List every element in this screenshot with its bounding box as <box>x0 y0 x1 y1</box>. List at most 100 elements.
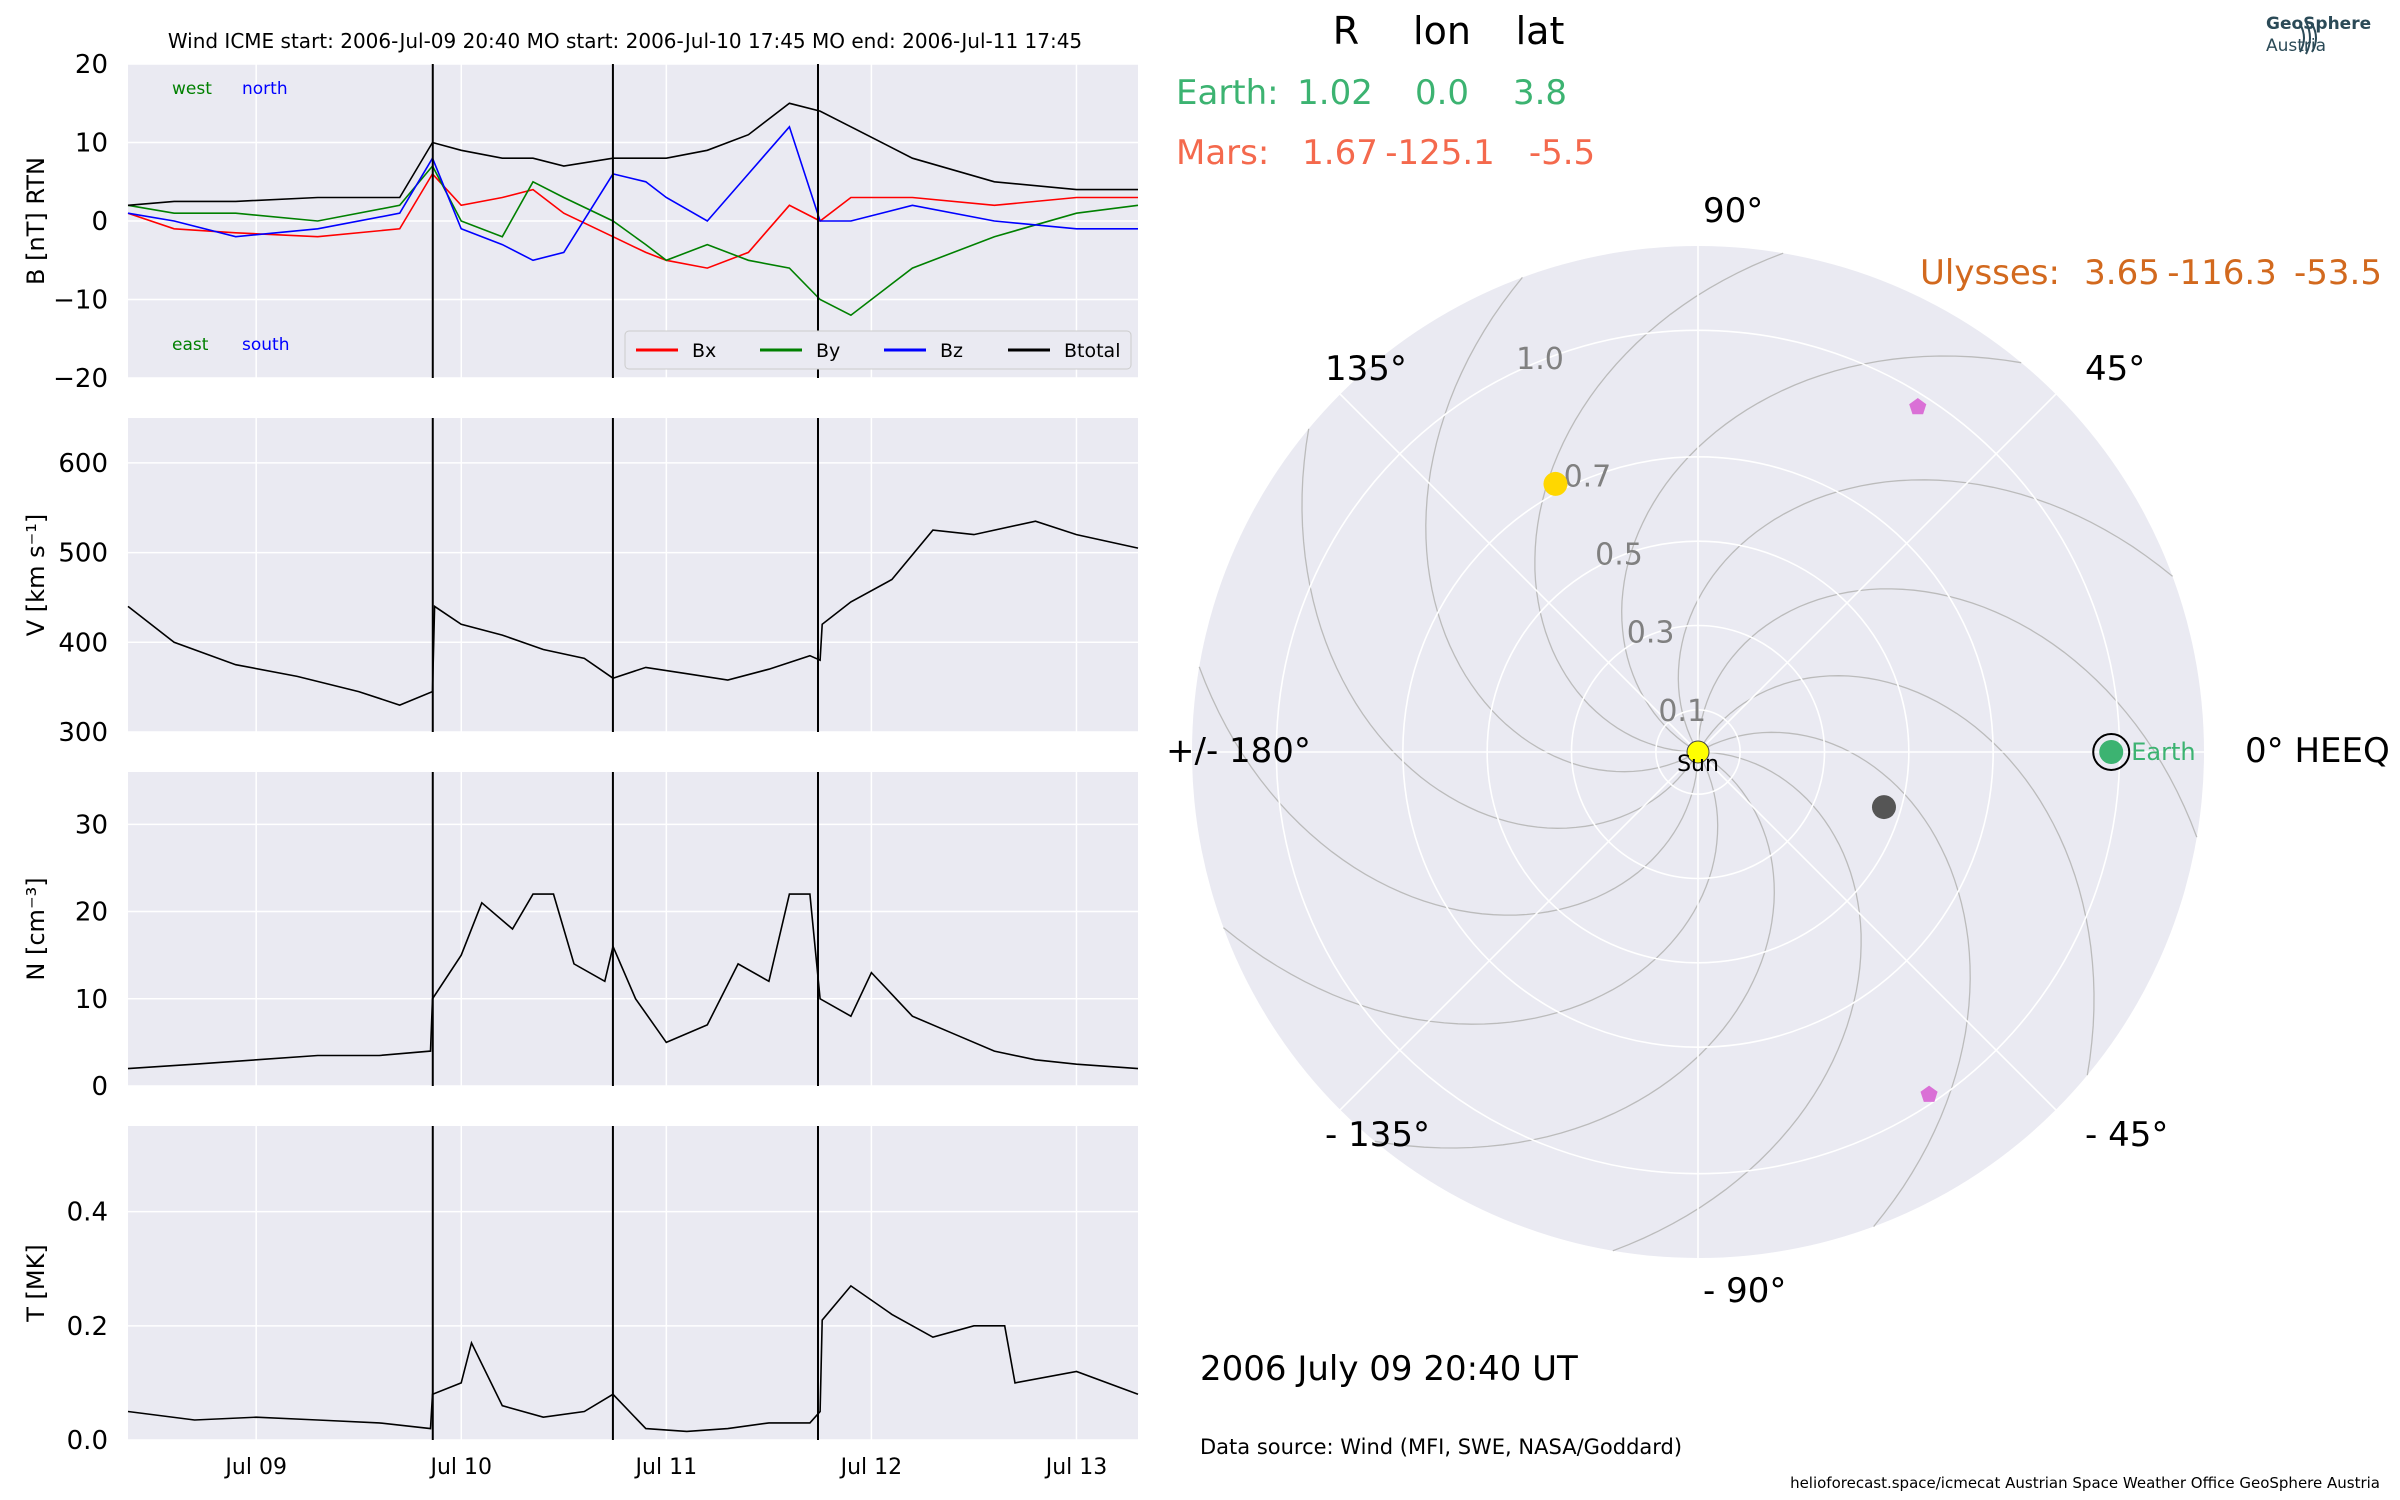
marker-spacecraft-2 <box>1920 1085 1938 1102</box>
angle-gridline <box>1697 393 2057 753</box>
logo-name: GeoSphere <box>2266 14 2372 34</box>
series-line-t <box>127 1284 1139 1433</box>
marker-mercury <box>1871 795 1896 820</box>
y-tick-label: −20 <box>53 364 108 394</box>
annotation-west: west <box>172 79 212 99</box>
radial-tick-label: 0.5 <box>1595 538 1643 573</box>
x-tick-label: Jul 11 <box>634 1455 698 1480</box>
legend-label-bx: Bx <box>692 340 716 362</box>
series-line-bx <box>127 172 1138 269</box>
y-tick-label: 20 <box>75 898 108 928</box>
label-sun: Sun <box>1677 752 1719 777</box>
radial-tick-label: 0.7 <box>1564 459 1612 494</box>
y-axis-label: N [cm⁻³] <box>22 877 50 980</box>
legend: Bx By Bz Btotal <box>624 330 1132 370</box>
table-row-name-ulysses: Ulysses: <box>1920 253 2060 293</box>
radial-tick-label: 0.1 <box>1658 694 1706 729</box>
legend-label-btotal: Btotal <box>1064 340 1120 362</box>
angle-gridline <box>1339 751 1699 1111</box>
polar-plot: 0.1 0.3 0.5 0.7 1.0 0° HEEQ 45° 90° 135° +/- 180°… <box>1166 191 2390 1311</box>
geosphere-logo-icon <box>2299 21 2317 55</box>
angle-gridline <box>1697 751 2057 1111</box>
marker-venus <box>1543 471 1568 496</box>
timestamp-label: 2006 July 09 20:40 UT <box>1200 1349 1578 1389</box>
panel-1: 20 10 0 −10 −20 B [nT] RTN west north east south B… <box>22 50 1139 394</box>
angle-label: 45° <box>2085 349 2145 389</box>
table-header-lon: lon <box>1413 9 1471 53</box>
annotation-north: north <box>242 79 288 99</box>
series-line-v <box>127 520 1139 706</box>
legend-box <box>624 330 1132 370</box>
marker-earth-ring <box>2092 733 2131 771</box>
annotation-south: south <box>242 335 289 355</box>
annotation-east: east <box>172 335 209 355</box>
datasource-label: Data source: Wind (MFI, SWE, NASA/Goddar… <box>1200 1435 1682 1459</box>
panel-background <box>128 418 1138 732</box>
y-tick-label: 30 <box>75 810 108 840</box>
credit-label: helioforecast.space/icmecat Austrian Spa… <box>1790 1474 2380 1492</box>
table-header-r: R <box>1333 9 1359 53</box>
x-tick-label: Jul 13 <box>1044 1455 1108 1480</box>
radial-tick-label: 0.3 <box>1627 616 1675 651</box>
table-cell-lat-earth: 3.8 <box>1513 73 1567 113</box>
series-line-btotal <box>127 102 1138 207</box>
x-tick-label: Jul 12 <box>839 1455 903 1480</box>
angle-label: 135° <box>1325 349 1407 389</box>
panel-4: 0.4 0.2 0.0 T [MK] <box>22 1126 1139 1456</box>
y-tick-label: 600 <box>58 449 108 479</box>
angle-label: - 45° <box>2085 1115 2168 1155</box>
marker-spacecraft-1 <box>1909 398 1927 415</box>
table-row-name-mars: Mars: <box>1176 133 1269 173</box>
angle-gridline <box>1339 393 1699 753</box>
table-cell-r-ulysses: 3.65 <box>2084 253 2160 293</box>
table-cell-lon-mars: -125.1 <box>1385 133 1495 173</box>
y-tick-label: 0.4 <box>67 1198 108 1228</box>
table-cell-r-mars: 1.67 <box>1302 133 1378 173</box>
y-axis-label: B [nT] RTN <box>22 157 50 285</box>
y-tick-label: −10 <box>53 286 108 316</box>
angle-label: - 90° <box>1703 1271 1786 1311</box>
table-header-lat: lat <box>1516 9 1565 53</box>
y-tick-label: 0.2 <box>67 1312 108 1342</box>
table-cell-lon-earth: 0.0 <box>1415 73 1469 113</box>
angle-label: 0° HEEQ <box>2245 731 2390 771</box>
marker-earth <box>2099 740 2124 764</box>
radial-tick-label: 1.0 <box>1516 342 1564 377</box>
series-line-bz <box>127 125 1138 262</box>
series-line-n <box>127 893 1139 1070</box>
timeseries-panels: 20 10 0 −10 −20 B [nT] RTN west north east south B… <box>22 50 1139 1480</box>
y-tick-label: 400 <box>58 628 108 658</box>
panel-3: 30 20 10 0 N [cm⁻³] <box>22 772 1139 1102</box>
y-tick-label: 10 <box>75 129 108 159</box>
x-tick-label: Jul 09 <box>223 1455 287 1480</box>
y-tick-label: 500 <box>58 539 108 569</box>
y-axis-label: V [km s⁻¹] <box>22 514 50 636</box>
series-line-by <box>127 164 1139 317</box>
figure-title: Wind ICME start: 2006-Jul-09 20:40 MO st… <box>168 29 1082 53</box>
panel-background <box>128 772 1138 1086</box>
logo-subname: Austria <box>2266 36 2327 56</box>
panel-background <box>128 1126 1138 1440</box>
legend-label-by: By <box>816 340 840 362</box>
angle-label: +/- 180° <box>1166 731 1311 771</box>
legend-label-bz: Bz <box>940 340 963 362</box>
x-tick-label: Jul 10 <box>428 1455 492 1480</box>
panel-2: 600 500 400 300 V [km s⁻¹] <box>22 418 1139 748</box>
y-tick-label: 0.0 <box>67 1426 108 1456</box>
y-tick-label: 0 <box>91 207 108 237</box>
y-axis-label: T [MK] <box>22 1244 50 1322</box>
angle-label: - 135° <box>1325 1115 1430 1155</box>
label-earth: Earth <box>2131 738 2195 766</box>
table-cell-r-earth: 1.02 <box>1297 73 1373 113</box>
y-tick-label: 10 <box>75 985 108 1015</box>
table-cell-lon-ulysses: -116.3 <box>2167 253 2277 293</box>
angle-label: 90° <box>1703 191 1763 231</box>
marker-sun <box>1686 740 1710 764</box>
table-cell-lat-ulysses: -53.5 <box>2294 253 2382 293</box>
y-tick-label: 20 <box>75 50 108 80</box>
table-row-name-earth: Earth: <box>1176 73 1279 113</box>
table-cell-lat-mars: -5.5 <box>1529 133 1595 173</box>
y-tick-label: 300 <box>58 718 108 748</box>
